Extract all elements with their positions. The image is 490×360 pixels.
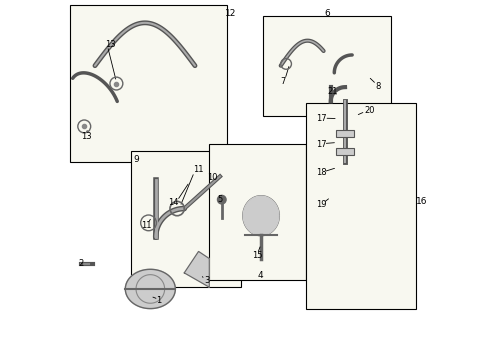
FancyBboxPatch shape — [209, 144, 306, 280]
Polygon shape — [125, 269, 175, 309]
Text: 1: 1 — [156, 296, 162, 305]
Text: 18: 18 — [317, 168, 327, 177]
Text: 20: 20 — [365, 106, 375, 115]
Text: 12: 12 — [225, 9, 237, 18]
Text: 13: 13 — [81, 132, 91, 141]
Text: 15: 15 — [252, 251, 263, 260]
Circle shape — [218, 195, 226, 204]
FancyBboxPatch shape — [131, 152, 242, 287]
Polygon shape — [243, 196, 279, 235]
Text: 16: 16 — [416, 197, 427, 206]
FancyBboxPatch shape — [336, 130, 354, 137]
FancyBboxPatch shape — [70, 5, 227, 162]
Text: 7: 7 — [281, 77, 286, 86]
Polygon shape — [184, 251, 209, 287]
Text: 2: 2 — [78, 260, 83, 269]
Text: 6: 6 — [324, 9, 330, 18]
Text: 17: 17 — [317, 140, 327, 149]
FancyBboxPatch shape — [336, 148, 354, 155]
Text: 11: 11 — [193, 166, 204, 175]
FancyBboxPatch shape — [306, 103, 416, 309]
Text: 14: 14 — [168, 198, 179, 207]
Text: 19: 19 — [317, 200, 327, 209]
FancyBboxPatch shape — [263, 16, 392, 116]
Text: 17: 17 — [317, 114, 327, 123]
Text: 11: 11 — [141, 221, 151, 230]
Text: 8: 8 — [375, 82, 381, 91]
Text: 4: 4 — [258, 271, 263, 280]
Text: 21: 21 — [327, 87, 338, 96]
Text: 5: 5 — [217, 195, 222, 204]
Text: 10: 10 — [207, 173, 218, 182]
Text: 13: 13 — [105, 40, 116, 49]
Text: 3: 3 — [204, 276, 209, 285]
Text: 9: 9 — [134, 155, 139, 164]
